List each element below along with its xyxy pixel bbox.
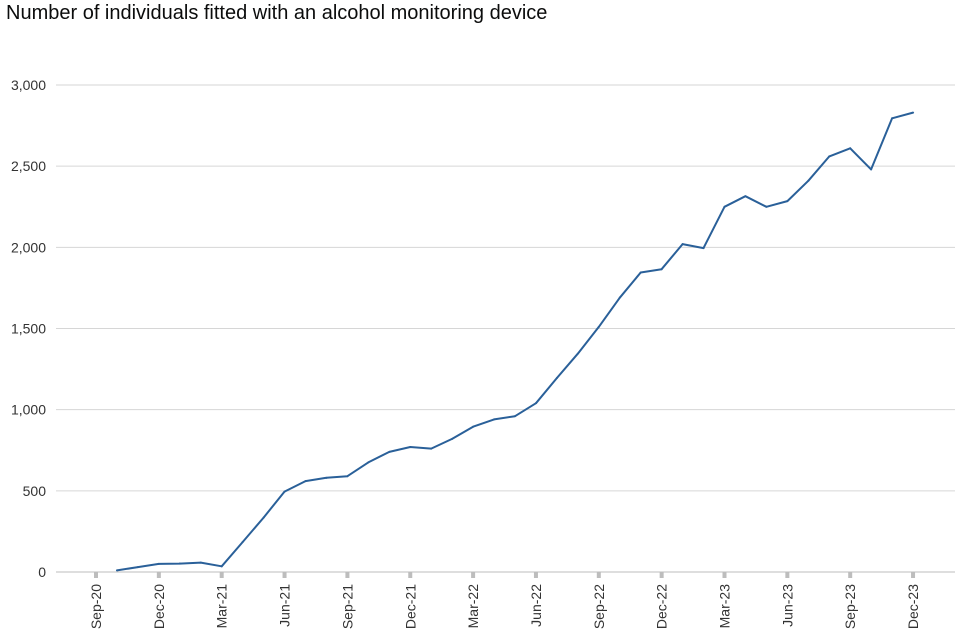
x-tick-label: Sep-22 (591, 584, 607, 629)
data-point (283, 490, 286, 493)
data-point (451, 437, 454, 440)
data-point (241, 540, 244, 543)
data-point (765, 205, 768, 208)
data-point (786, 200, 789, 203)
x-tick-label: Dec-21 (402, 584, 418, 629)
data-point (199, 561, 202, 564)
data-point (115, 569, 118, 572)
x-tick-label: Sep-21 (339, 584, 355, 629)
data-point (618, 296, 621, 299)
data-point (304, 480, 307, 483)
data-point (891, 117, 894, 120)
data-point (702, 247, 705, 250)
data-point (639, 271, 642, 274)
data-point (534, 402, 537, 405)
data-point (576, 352, 579, 355)
y-tick-label: 2,000 (11, 239, 46, 255)
data-point (472, 425, 475, 428)
data-point (220, 565, 223, 568)
x-tick-label: Dec-23 (905, 584, 921, 629)
data-point (367, 461, 370, 464)
x-tick-label: Sep-23 (842, 584, 858, 629)
data-point (136, 566, 139, 569)
data-point (409, 446, 412, 449)
data-point (912, 111, 915, 114)
data-point (514, 415, 516, 418)
data-point (178, 562, 181, 565)
y-tick-label: 0 (38, 564, 46, 580)
data-point (597, 325, 600, 328)
data-point (681, 243, 684, 246)
data-point (660, 268, 663, 271)
x-tick-label: Sep-20 (88, 584, 104, 629)
x-tick-label: Dec-22 (654, 584, 670, 629)
data-point (870, 168, 873, 171)
data-point (346, 475, 349, 478)
y-tick-label: 1,500 (11, 321, 46, 337)
data-point (849, 147, 852, 150)
data-point (493, 418, 496, 421)
x-tick-label: Mar-21 (214, 584, 230, 629)
data-point (430, 447, 433, 450)
data-point (555, 377, 558, 380)
data-point (325, 476, 328, 479)
x-tick-label: Jun-22 (528, 584, 544, 627)
data-point (807, 179, 810, 182)
y-tick-label: 500 (23, 483, 47, 499)
x-tick-label: Jun-23 (779, 584, 795, 627)
x-tick-label: Jun-21 (277, 584, 293, 627)
data-point (388, 450, 391, 453)
y-tick-label: 2,500 (11, 158, 46, 174)
y-tick-label: 1,000 (11, 402, 46, 418)
data-point (828, 155, 831, 158)
data-point (262, 516, 265, 519)
y-tick-label: 3,000 (11, 77, 46, 93)
data-point (157, 562, 160, 565)
x-tick-label: Mar-22 (465, 584, 481, 629)
data-point (723, 205, 726, 208)
series-line (116, 111, 914, 572)
data-point (744, 195, 747, 198)
x-tick-label: Dec-20 (151, 584, 167, 629)
chart-title: Number of individuals fitted with an alc… (6, 2, 548, 24)
x-tick-label: Mar-23 (717, 584, 733, 629)
